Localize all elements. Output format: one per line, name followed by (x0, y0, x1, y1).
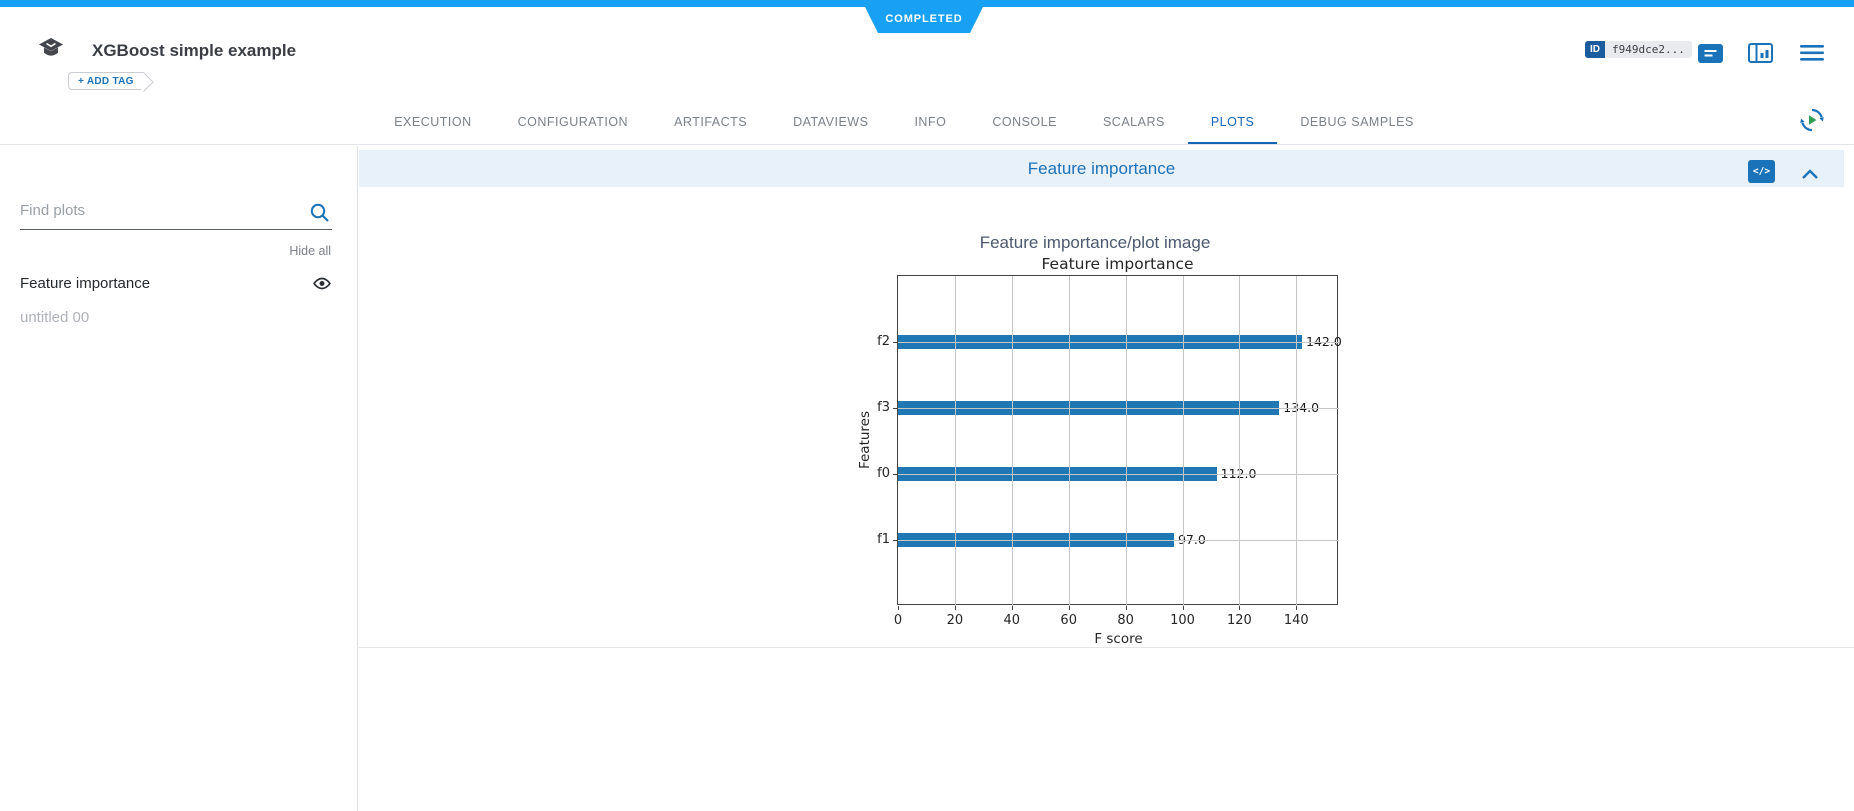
search-input[interactable] (20, 198, 305, 219)
y-axis-label: Features (857, 410, 873, 470)
gridline-vertical (1068, 276, 1070, 606)
x-tick-mark (898, 606, 899, 610)
id-label: ID (1585, 41, 1605, 58)
y-tick-mark (893, 540, 898, 541)
x-tick-label: 100 (1170, 613, 1195, 628)
status-badge: COMPLETED (865, 7, 983, 33)
gridline-vertical (1011, 276, 1013, 606)
y-tick-label: f3 (877, 400, 890, 415)
hamburger-menu-icon[interactable] (1800, 45, 1824, 61)
gridline-vertical (1296, 276, 1298, 606)
app-logo-icon (39, 38, 63, 56)
sidebar: Hide all Feature importance untitled 00 (0, 146, 358, 811)
bar-value-label: 112.0 (1221, 466, 1257, 481)
chart-title: Feature importance (1041, 255, 1194, 273)
plot-search (20, 198, 332, 230)
x-tick-mark (1011, 606, 1013, 610)
y-tick-label: f1 (877, 532, 890, 547)
hide-all-link[interactable]: Hide all (289, 244, 331, 258)
tab-info[interactable]: INFO (914, 115, 947, 129)
y-tick-label: f0 (877, 466, 890, 481)
chevron-up-icon[interactable] (1801, 168, 1819, 180)
y-tick-mark (893, 342, 898, 343)
eye-icon[interactable] (312, 277, 332, 290)
x-tick-label: 140 (1283, 613, 1309, 628)
plot-section-divider (359, 647, 1854, 648)
search-icon[interactable] (309, 202, 330, 223)
tab-dataviews[interactable]: DATAVIEWS (793, 115, 869, 129)
gridline-horizontal (898, 474, 1339, 475)
gridline-vertical (954, 276, 956, 606)
x-tick-label: 0 (893, 613, 903, 628)
gridline-horizontal (898, 342, 1339, 343)
tab-configuration[interactable]: CONFIGURATION (517, 115, 629, 129)
comment-icon[interactable] (1698, 44, 1723, 63)
bar-value-label: 97.0 (1177, 532, 1206, 547)
gridline-vertical (1182, 276, 1184, 606)
bar-value-label: 134.0 (1283, 400, 1320, 415)
gridline-vertical (1239, 276, 1241, 606)
top-accent-bar (0, 0, 1854, 7)
tab-bar-items: EXECUTION CONFIGURATION ARTIFACTS DATAVIEWS… (371, 100, 1437, 144)
tab-artifacts[interactable]: ARTIFACTS (674, 115, 748, 129)
gridline-horizontal (898, 408, 1339, 409)
x-axis-label: F score (1094, 631, 1143, 647)
id-value[interactable]: f949dce2... (1605, 41, 1692, 58)
tab-bar: EXECUTION CONFIGURATION ARTIFACTS DATAVIEWS… (0, 100, 1854, 145)
plot-figure: Feature importance/plot image Feature im… (845, 233, 1345, 653)
plot-item-label: Feature importance (20, 274, 151, 292)
x-tick-mark (1296, 606, 1298, 610)
id-badge: ID f949dce2... (1585, 41, 1692, 58)
plot-panel-header: Feature importance (359, 150, 1844, 187)
x-tick-mark (954, 606, 956, 610)
x-tick-label: 80 (1117, 613, 1134, 628)
plot-item-untitled-00[interactable]: untitled 00 (0, 300, 358, 334)
plot-list: Feature importance untitled 00 (0, 266, 358, 334)
tab-plots[interactable]: PLOTS (1187, 100, 1278, 144)
plot-panel-title: Feature importance (1027, 158, 1176, 178)
x-tick-mark (1239, 606, 1241, 610)
add-tag-button[interactable]: + ADD TAG (68, 72, 144, 90)
page-title: XGBoost simple example (92, 41, 297, 60)
plot-item-label: untitled 00 (20, 308, 90, 326)
bar-value-label: 142.0 (1306, 334, 1342, 349)
x-tick-mark (1125, 606, 1127, 610)
chart-axes: F score Features 0 20 40 60 80 100 120 140 f2 142… (857, 275, 1342, 647)
x-tick-label: 60 (1060, 613, 1077, 628)
details-panel-icon[interactable] (1748, 43, 1773, 63)
y-tick-label: f2 (877, 334, 890, 349)
gridline-horizontal (898, 540, 1339, 541)
x-tick-label: 40 (1003, 613, 1021, 628)
tab-debug-samples[interactable]: DEBUG SAMPLES (1300, 115, 1414, 129)
gridline-vertical (1125, 276, 1127, 606)
tab-console[interactable]: CONSOLE (992, 115, 1057, 129)
auto-refresh-icon[interactable] (1797, 105, 1827, 135)
x-tick-mark (1068, 606, 1070, 610)
tab-execution[interactable]: EXECUTION (394, 115, 472, 129)
plot-item-feature-importance[interactable]: Feature importance (0, 266, 358, 300)
tab-scalars[interactable]: SCALARS (1102, 115, 1165, 129)
y-tick-mark (893, 408, 898, 409)
figure-title: Feature importance/plot image (979, 233, 1211, 252)
x-tick-label: 20 (946, 613, 964, 628)
y-tick-mark (893, 474, 898, 475)
code-icon[interactable]: </> (1748, 160, 1775, 183)
x-tick-mark (1182, 606, 1184, 610)
x-tick-label: 120 (1226, 613, 1252, 628)
